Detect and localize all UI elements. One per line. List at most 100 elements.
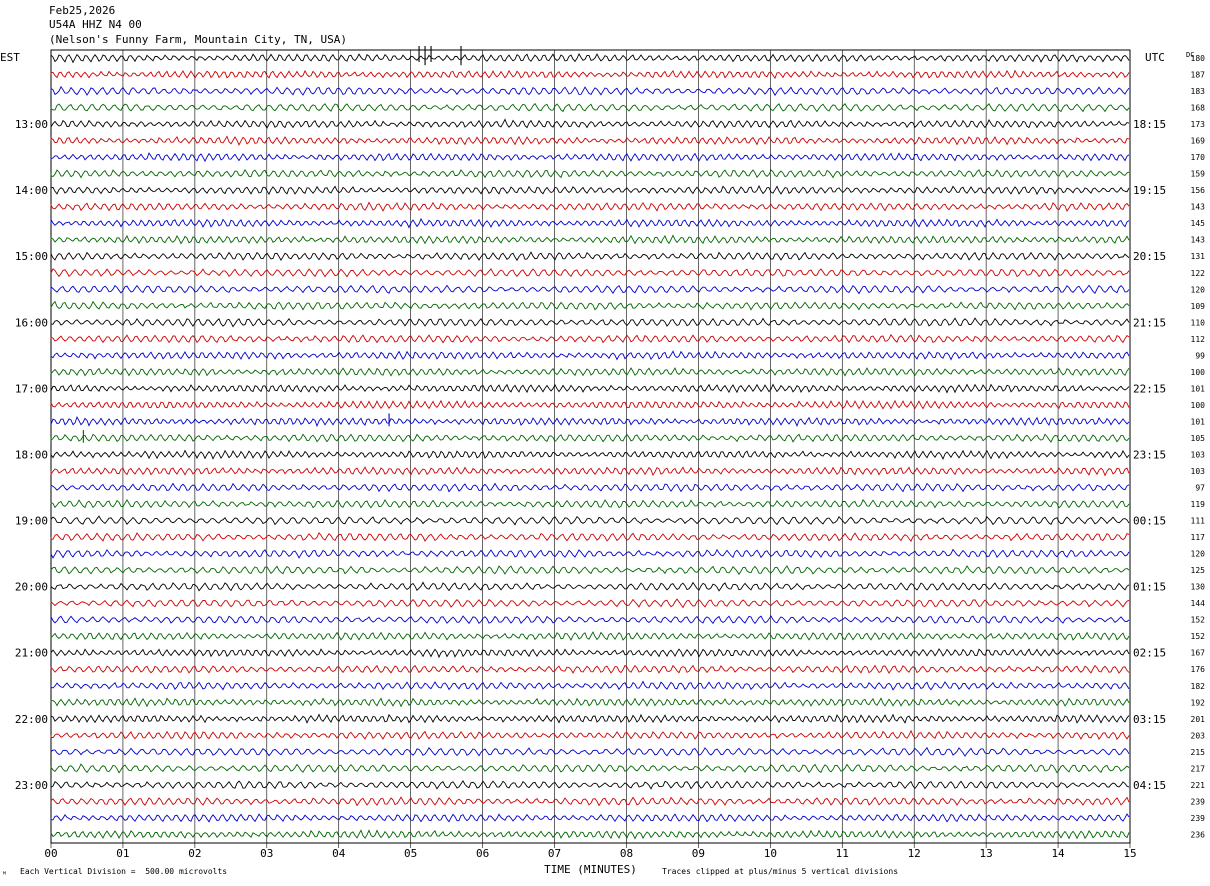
trace-row — [50, 118, 1130, 130]
dc-offset-value: 103 — [1191, 450, 1206, 459]
trace-row — [50, 664, 1130, 674]
trace-row — [50, 415, 1130, 428]
trace-row — [50, 169, 1130, 179]
x-tick-label: 13 — [980, 847, 993, 860]
x-tick-label: 11 — [836, 847, 849, 860]
dc-offset-value: 143 — [1191, 236, 1206, 245]
trace-row — [50, 251, 1130, 262]
dc-offset-value: 192 — [1191, 698, 1206, 707]
est-hour-label: 13:00 — [15, 118, 48, 131]
trace-row — [50, 780, 1130, 790]
dc-offset-value: 100 — [1191, 401, 1206, 410]
x-tick-label: 05 — [404, 847, 417, 860]
dc-offset-value: 201 — [1191, 715, 1206, 724]
dc-offset-value: 203 — [1191, 731, 1206, 740]
clip-note: Traces clipped at plus/minus 5 vertical … — [662, 867, 899, 876]
x-tick-label: 12 — [908, 847, 921, 860]
trace-row — [50, 615, 1130, 625]
trace-row — [50, 581, 1130, 592]
trace-row — [50, 515, 1130, 526]
trace-row — [50, 631, 1130, 641]
dc-offset-value: 168 — [1191, 104, 1206, 113]
trace-row — [50, 399, 1130, 410]
dc-offset-value: 117 — [1191, 533, 1206, 542]
dc-offset-value: 144 — [1191, 599, 1206, 608]
trace-row — [50, 201, 1130, 212]
station-location: (Nelson's Funny Farm, Mountain City, TN,… — [49, 33, 348, 46]
dc-offset-value: 217 — [1191, 764, 1206, 773]
dc-offset-value: 120 — [1191, 285, 1206, 294]
trace-row — [50, 531, 1130, 542]
dc-offset-value: 239 — [1191, 797, 1206, 806]
x-tick-label: 07 — [548, 847, 561, 860]
dc-offset-value: 110 — [1191, 318, 1206, 327]
utc-hour-label: 22:15 — [1133, 382, 1166, 395]
dc-offset-value: 112 — [1191, 335, 1206, 344]
utc-hour-label: 23:15 — [1133, 448, 1166, 461]
x-tick-label: 06 — [476, 847, 489, 860]
trace-row — [50, 548, 1130, 559]
trace-row — [50, 746, 1130, 757]
utc-hour-label: 04:15 — [1133, 779, 1166, 792]
dc-offset-value: 239 — [1191, 814, 1206, 823]
trace-row — [50, 184, 1130, 196]
est-hour-label: 19:00 — [15, 515, 48, 528]
est-hour-label: 15:00 — [15, 250, 48, 263]
trace-row — [50, 466, 1130, 477]
dc-offset-value: 109 — [1191, 302, 1206, 311]
utc-hour-label: 01:15 — [1133, 581, 1166, 594]
utc-hour-label: 20:15 — [1133, 250, 1166, 263]
x-tick-label: 08 — [620, 847, 633, 860]
dc-offset-value: 100 — [1191, 368, 1206, 377]
dc-offset-value: 173 — [1191, 120, 1206, 129]
dc-offset-value: 167 — [1191, 649, 1206, 658]
trace-row — [50, 367, 1130, 377]
trace-row — [50, 680, 1130, 691]
dc-offset-value: 125 — [1191, 566, 1206, 575]
x-tick-label: 10 — [764, 847, 777, 860]
dc-offset-value: 105 — [1191, 434, 1206, 443]
x-tick-label: 01 — [116, 847, 129, 860]
dc-offset-value: 152 — [1191, 632, 1206, 641]
dc-offset-value: 101 — [1191, 417, 1206, 426]
dc-offset-value: 103 — [1191, 467, 1206, 476]
x-axis-title: TIME (MINUTES) — [544, 863, 637, 876]
est-hour-label: 16:00 — [15, 316, 48, 329]
trace-row — [50, 284, 1130, 295]
trace-row — [50, 598, 1130, 609]
dc-offset-value: 130 — [1191, 583, 1206, 592]
trace-row — [50, 796, 1130, 807]
dc-offset-value: 120 — [1191, 550, 1206, 559]
x-tick-label: 09 — [692, 847, 705, 860]
x-tick-label: 03 — [260, 847, 273, 860]
trace-row — [50, 813, 1130, 823]
trace-row — [50, 829, 1130, 840]
utc-hour-label: 02:15 — [1133, 647, 1166, 660]
utc-hour-label: 03:15 — [1133, 713, 1166, 726]
dc-offset-value: 145 — [1191, 219, 1206, 228]
trace-row — [50, 763, 1130, 774]
est-hour-label: 22:00 — [15, 713, 48, 726]
trace-row — [50, 53, 1130, 64]
dc-offset-value: 180 — [1191, 54, 1206, 63]
trace-row — [50, 433, 1130, 443]
dc-offset-value: 169 — [1191, 137, 1206, 146]
trace-row — [50, 498, 1130, 509]
x-tick-label: 02 — [188, 847, 201, 860]
est-hour-label: 21:00 — [15, 647, 48, 660]
dc-offset-value: 119 — [1191, 500, 1206, 509]
trace-row — [50, 350, 1130, 361]
trace-row — [50, 565, 1130, 576]
trace-row — [50, 449, 1130, 460]
dc-offset-value: 187 — [1191, 71, 1206, 80]
trace-row — [50, 383, 1130, 394]
chart-date: Feb25,2026 — [49, 4, 116, 17]
dc-offset-value: 221 — [1191, 781, 1206, 790]
dc-offset-value: 183 — [1191, 87, 1206, 96]
scale-note: Each Vertical Division = 500.00 microvol… — [20, 867, 228, 876]
dc-offset-value: 131 — [1191, 252, 1206, 261]
trace-row — [50, 333, 1130, 344]
trace-row — [50, 482, 1130, 493]
trace-row — [50, 300, 1130, 311]
